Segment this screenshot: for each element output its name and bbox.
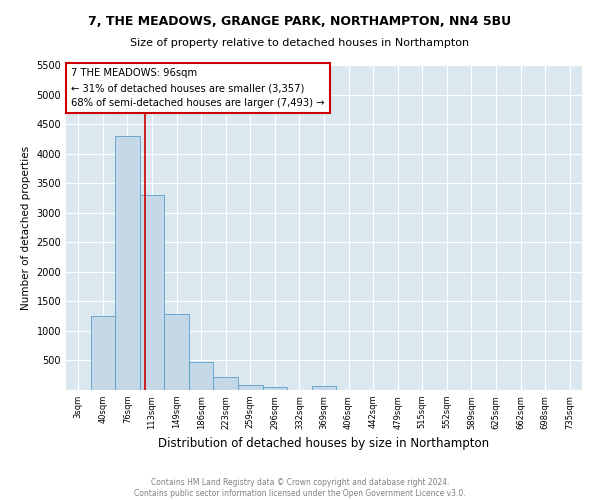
Bar — [214, 377, 238, 390]
Text: 7, THE MEADOWS, GRANGE PARK, NORTHAMPTON, NN4 5BU: 7, THE MEADOWS, GRANGE PARK, NORTHAMPTON… — [88, 15, 512, 28]
Text: Size of property relative to detached houses in Northampton: Size of property relative to detached ho… — [130, 38, 470, 48]
Bar — [238, 384, 263, 390]
Text: Contains HM Land Registry data © Crown copyright and database right 2024.
Contai: Contains HM Land Registry data © Crown c… — [134, 478, 466, 498]
Bar — [140, 195, 164, 390]
Bar — [189, 362, 214, 390]
X-axis label: Distribution of detached houses by size in Northampton: Distribution of detached houses by size … — [158, 437, 490, 450]
Bar — [115, 136, 140, 390]
Y-axis label: Number of detached properties: Number of detached properties — [21, 146, 31, 310]
Bar — [263, 387, 287, 390]
Bar — [91, 316, 115, 390]
Bar — [164, 314, 189, 390]
Bar — [312, 386, 336, 390]
Text: 7 THE MEADOWS: 96sqm
← 31% of detached houses are smaller (3,357)
68% of semi-de: 7 THE MEADOWS: 96sqm ← 31% of detached h… — [71, 68, 325, 108]
